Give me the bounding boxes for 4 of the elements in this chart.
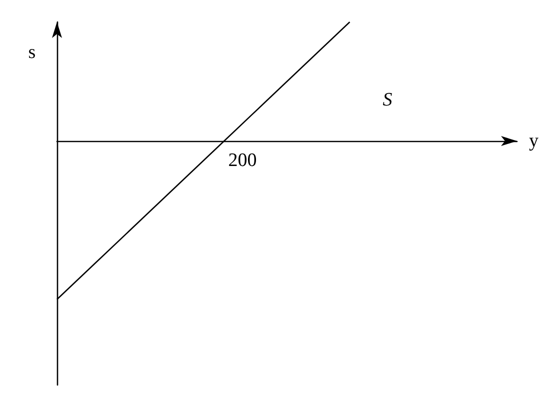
text: S: [382, 90, 393, 110]
annotation: 200: [228, 150, 257, 171]
x-axis-title: y: [529, 130, 539, 152]
y-axis-title: s: [28, 42, 36, 63]
